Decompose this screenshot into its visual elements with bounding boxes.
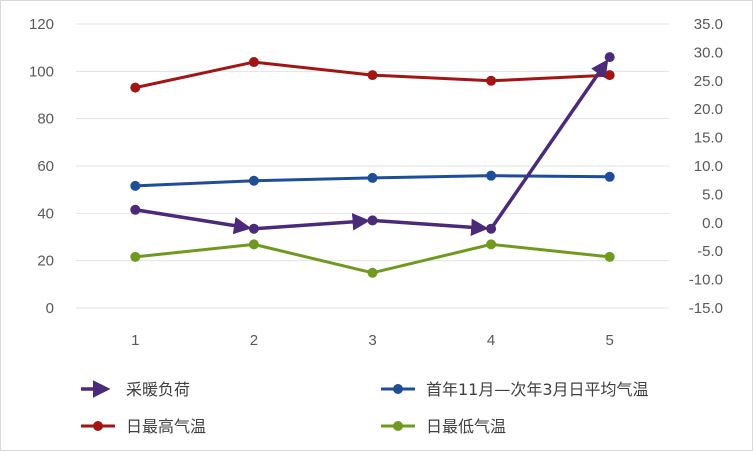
right-tick-label: 5.0 (702, 186, 723, 203)
series-segment (372, 218, 489, 237)
right-tick-label: 0.0 (702, 215, 723, 232)
x-axis-ticks: 1 2 3 4 5 (131, 332, 614, 349)
data-point (130, 82, 141, 93)
left-tick-label: 100 (29, 63, 54, 80)
legend-marker (93, 384, 103, 394)
data-point (486, 239, 497, 250)
series-4 (130, 239, 615, 278)
series-segment (135, 208, 252, 235)
data-point (486, 170, 497, 181)
right-tick-label: -5.0 (697, 243, 723, 260)
data-point (130, 180, 141, 191)
right-tick-label: 25.0 (694, 73, 723, 90)
data-point (248, 239, 259, 250)
right-tick-label: 30.0 (694, 44, 723, 61)
data-point (248, 175, 259, 186)
data-point (604, 171, 615, 182)
series-3 (130, 57, 615, 93)
data-point (130, 204, 141, 215)
x-tick-label: 1 (131, 332, 139, 349)
series-segment (253, 213, 371, 231)
series-1 (130, 52, 615, 237)
data-point (130, 251, 141, 262)
legend-label: 首年11月—次年3月日平均气温 (426, 380, 649, 399)
legend-label: 日最高气温 (126, 417, 206, 436)
left-tick-label: 20 (37, 253, 54, 270)
right-tick-label: 10.0 (694, 158, 723, 175)
left-tick-label: 60 (37, 158, 54, 175)
legend-item: 日最低气温 (381, 417, 506, 436)
x-tick-label: 2 (250, 332, 258, 349)
legend-marker (93, 421, 103, 431)
data-point (604, 251, 615, 262)
legend-label: 采暖负荷 (126, 380, 190, 399)
legend-marker (393, 384, 403, 394)
data-point (367, 172, 378, 183)
x-tick-label: 5 (606, 332, 614, 349)
left-tick-label: 120 (29, 16, 54, 33)
legend-item: 日最高气温 (81, 417, 206, 436)
right-tick-label: 20.0 (694, 101, 723, 118)
legend-item: 首年11月—次年3月日平均气温 (381, 380, 649, 399)
series-lines (130, 52, 615, 278)
data-point (486, 75, 497, 86)
left-tick-label: 40 (37, 205, 54, 222)
data-point (604, 52, 615, 63)
series-segment (489, 59, 609, 230)
data-point (367, 267, 378, 278)
left-axis-ticks: 0 20 40 60 80 100 120 (29, 16, 54, 317)
data-point (604, 70, 615, 81)
x-tick-label: 3 (368, 332, 376, 349)
legend-marker (393, 421, 403, 431)
left-tick-label: 80 (37, 111, 54, 128)
legend-label: 日最低气温 (426, 417, 506, 436)
data-point (367, 70, 378, 81)
right-tick-label: -15.0 (689, 300, 723, 317)
data-point (248, 223, 259, 234)
data-point (486, 223, 497, 234)
data-point (367, 215, 378, 226)
right-axis-ticks: -15.0 -10.0 -5.0 0.0 5.0 10.0 15.0 20.0 25.0 30.0… (689, 16, 723, 317)
left-tick-label: 0 (46, 300, 54, 317)
x-tick-label: 4 (487, 332, 495, 349)
series-2 (130, 170, 615, 191)
right-tick-label: -10.0 (689, 272, 723, 289)
right-tick-label: 15.0 (694, 130, 723, 147)
data-point (248, 57, 259, 68)
gridlines (76, 23, 669, 309)
legend-item: 采暖负荷 (81, 380, 190, 399)
right-tick-label: 35.0 (694, 16, 723, 33)
